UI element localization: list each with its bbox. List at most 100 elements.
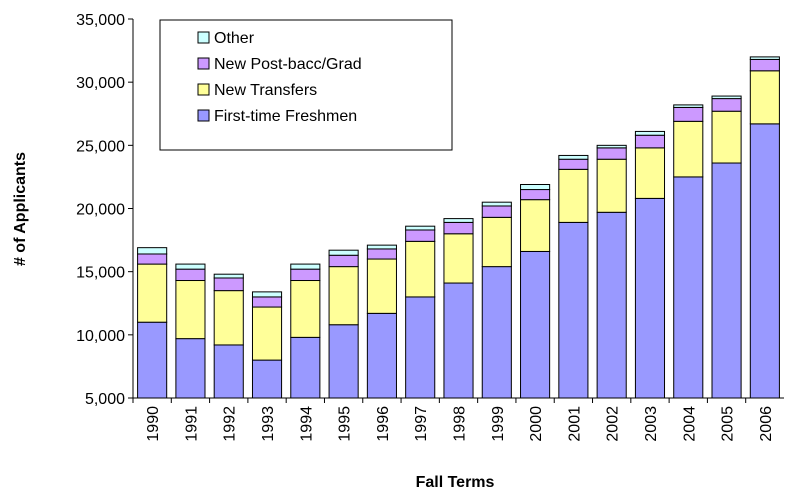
- y-tick-label: 15,000: [76, 265, 125, 282]
- bar-segment: [175, 338, 206, 398]
- x-tick-label: 1995: [337, 406, 354, 442]
- plot: [137, 56, 780, 398]
- bar-segment: [137, 247, 168, 255]
- y-tick-label: 35,000: [76, 12, 125, 29]
- bar-segment: [290, 263, 321, 270]
- bar-segment: [634, 197, 666, 398]
- bar-segment: [749, 58, 780, 72]
- bar-segment: [175, 268, 206, 282]
- bar-segment: [405, 225, 436, 231]
- bar-segment: [481, 205, 512, 218]
- bar-segment: [137, 321, 168, 398]
- bar-segment: [520, 199, 551, 252]
- legend-swatch: [197, 57, 210, 70]
- bar-segment: [634, 130, 666, 136]
- bar-segment: [366, 258, 397, 314]
- x-tick-label: 2004: [681, 406, 698, 442]
- y-tick-label: 20,000: [76, 202, 125, 219]
- bar-segment: [137, 263, 168, 323]
- x-tick-label: 2006: [758, 406, 775, 442]
- bar-segment: [558, 154, 589, 160]
- y-axis-label: # of Applicants: [12, 152, 29, 266]
- bar-segment: [213, 273, 244, 279]
- legend-label: New Transfers: [214, 82, 317, 99]
- bar-segment: [711, 95, 742, 100]
- bar-segment: [481, 216, 512, 268]
- bar-segment: [290, 336, 321, 398]
- y-tick-label: 10,000: [76, 328, 125, 345]
- legend-swatch: [197, 31, 210, 44]
- bar-segment: [634, 147, 666, 199]
- bar-segment: [558, 168, 589, 223]
- bar-segment: [749, 70, 780, 125]
- bar-segment: [405, 296, 436, 398]
- bar-segment: [251, 359, 283, 398]
- bar-segment: [711, 98, 742, 112]
- x-tick-label: 1998: [452, 406, 469, 442]
- bar-segment: [251, 306, 283, 361]
- bar-segment: [213, 344, 244, 398]
- bar-segment: [405, 240, 436, 298]
- x-tick-label: 2001: [566, 406, 583, 442]
- x-tick-label: 1992: [222, 406, 239, 442]
- x-tick-label: 1990: [145, 406, 162, 442]
- bar-segment: [290, 268, 321, 282]
- legend-label: First-time Freshmen: [214, 108, 357, 125]
- x-tick-label: 2005: [720, 406, 737, 442]
- bar-segment: [711, 110, 742, 164]
- x-tick-label: 1994: [298, 406, 315, 442]
- bar-segment: [175, 263, 206, 270]
- bar-segment: [443, 221, 474, 235]
- bar-segment: [443, 218, 474, 223]
- bar-segment: [366, 312, 397, 398]
- bar-segment: [213, 277, 244, 292]
- bar-segment: [711, 162, 742, 398]
- bar-segment: [366, 248, 397, 260]
- bar-segment: [749, 123, 780, 398]
- bar-segment: [405, 229, 436, 242]
- x-tick-label: 2000: [528, 406, 545, 442]
- bar-segment: [596, 147, 627, 160]
- bar-segment: [175, 280, 206, 340]
- bar-segment: [481, 266, 512, 398]
- bar-segment: [749, 56, 780, 60]
- bar-segment: [596, 211, 627, 398]
- bar-segment: [520, 250, 551, 398]
- x-tick-label: 1999: [490, 406, 507, 442]
- bar-segment: [290, 280, 321, 338]
- x-tick-label: 1997: [413, 406, 430, 442]
- x-tick-label: 2002: [605, 406, 622, 442]
- bar-segment: [251, 296, 283, 308]
- bar-segment: [596, 144, 627, 149]
- y-tick-label: 5,000: [85, 391, 125, 408]
- y-tick-label: 25,000: [76, 138, 125, 155]
- bar-segment: [443, 233, 474, 284]
- x-tick-label: 1996: [375, 406, 392, 442]
- bar-segment: [443, 282, 474, 398]
- bar-segment: [673, 120, 704, 178]
- legend-swatch: [197, 83, 210, 96]
- x-tick-label: 1991: [183, 406, 200, 442]
- legend-label: New Post-bacc/Grad: [214, 56, 362, 73]
- bar-segment: [213, 290, 244, 346]
- bar-segment: [673, 106, 704, 122]
- bar-segment: [328, 254, 359, 268]
- bar-segment: [251, 291, 283, 298]
- bar-segment: [520, 189, 551, 201]
- y-tick-label: 30,000: [76, 75, 125, 92]
- bar-segment: [634, 134, 666, 149]
- bar-segment: [558, 158, 589, 170]
- x-tick-label: 1993: [260, 406, 277, 442]
- bar-segment: [481, 201, 512, 207]
- x-axis-label: Fall Terms: [416, 474, 495, 491]
- bar-segment: [137, 253, 168, 265]
- bar-segment: [328, 324, 359, 398]
- bar-segment: [673, 104, 704, 108]
- x-tick-label: 2003: [643, 406, 660, 442]
- bar-segment: [328, 266, 359, 326]
- bar-segment: [366, 244, 397, 250]
- legend-label: Other: [214, 30, 255, 47]
- bar-segment: [520, 183, 551, 191]
- legend-swatch: [197, 109, 210, 122]
